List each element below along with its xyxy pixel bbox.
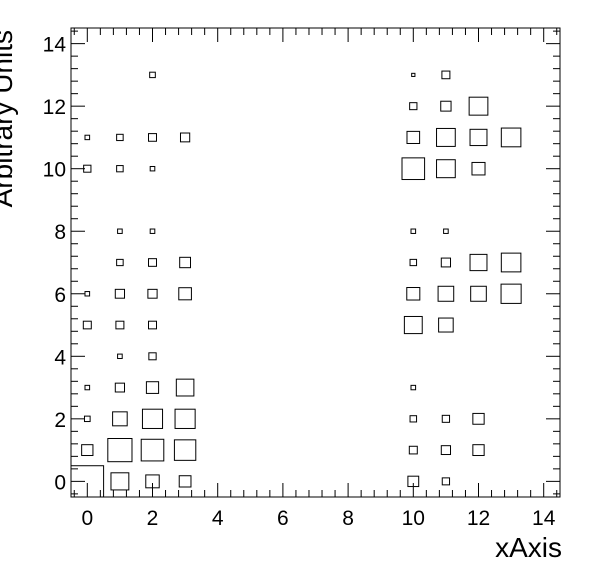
- y-tick-label: 12: [43, 96, 66, 119]
- data-box: [84, 291, 91, 297]
- data-box: [406, 130, 421, 144]
- data-box: [440, 257, 452, 268]
- data-box: [179, 132, 191, 143]
- data-box: [441, 477, 451, 486]
- data-box: [409, 415, 418, 423]
- axis-ticks: [71, 28, 560, 497]
- data-box: [409, 258, 418, 267]
- data-box: [469, 128, 488, 147]
- x-tick-label: 10: [402, 507, 425, 530]
- data-box: [500, 252, 522, 273]
- data-box: [115, 320, 125, 330]
- plot-frame: [70, 27, 561, 498]
- data-box: [178, 475, 192, 488]
- data-box: [471, 161, 486, 176]
- data-box: [147, 288, 158, 299]
- data-box: [141, 408, 164, 429]
- data-box: [437, 285, 455, 302]
- data-box: [469, 253, 488, 272]
- data-box: [443, 228, 449, 234]
- x-tick-label: 8: [342, 507, 354, 530]
- data-box: [173, 439, 197, 461]
- x-axis-title: xAxis: [495, 532, 562, 563]
- data-box: [148, 352, 157, 361]
- data-box: [436, 159, 456, 179]
- x-tick-label: 12: [467, 507, 490, 530]
- data-box: [472, 412, 485, 425]
- data-box: [112, 411, 128, 427]
- x-tick-label: 4: [212, 507, 224, 530]
- data-boxes: [70, 70, 522, 498]
- data-box: [117, 228, 123, 234]
- data-box: [436, 127, 456, 147]
- x-tick-labels: 0 2 4 6 8 10 12 14: [81, 507, 555, 530]
- data-box: [438, 317, 454, 333]
- data-box: [82, 320, 92, 330]
- data-box: [149, 71, 156, 79]
- y-tick-label: 10: [43, 159, 66, 182]
- data-box: [114, 288, 126, 299]
- data-box: [83, 415, 91, 423]
- data-box: [440, 100, 452, 112]
- data-box: [116, 258, 124, 267]
- x-tick-label: 2: [147, 507, 159, 530]
- data-box: [179, 256, 192, 269]
- data-box: [472, 444, 485, 457]
- data-box: [81, 444, 94, 457]
- data-box: [468, 96, 489, 116]
- data-box: [500, 127, 522, 148]
- y-tick-label: 0: [54, 471, 66, 494]
- data-box: [174, 408, 196, 429]
- data-box: [117, 353, 123, 360]
- data-box: [411, 72, 416, 77]
- data-box: [116, 133, 124, 142]
- data-box: [145, 381, 160, 394]
- data-box: [148, 133, 157, 142]
- data-box: [175, 378, 195, 397]
- data-box: [84, 134, 91, 141]
- data-box: [401, 157, 426, 181]
- x-tick-label: 0: [81, 507, 93, 530]
- data-box: [470, 285, 487, 302]
- data-box: [409, 102, 418, 111]
- data-box: [149, 228, 156, 234]
- data-box: [441, 70, 451, 80]
- y-axis-title: Arbitrary Units: [0, 30, 18, 207]
- data-box: [410, 384, 417, 391]
- data-box: [116, 165, 124, 173]
- data-box: [410, 228, 417, 234]
- data-box: [114, 382, 126, 393]
- x-tick-label: 6: [277, 507, 289, 530]
- y-tick-label: 8: [54, 221, 66, 244]
- data-box: [500, 283, 522, 304]
- data-box: [107, 438, 133, 463]
- data-box: [406, 287, 421, 301]
- data-box: [148, 320, 157, 330]
- y-tick-labels: 0 2 4 6 8 10 12 14: [43, 34, 67, 495]
- data-box: [149, 165, 156, 172]
- y-tick-label: 4: [54, 346, 66, 369]
- data-box: [441, 414, 451, 423]
- data-box: [403, 315, 423, 335]
- y-tick-label: 6: [54, 284, 66, 307]
- data-box: [178, 287, 192, 301]
- data-box: [140, 438, 165, 462]
- y-tick-label: 2: [54, 409, 66, 432]
- data-box: [110, 472, 130, 491]
- data-box: [440, 445, 452, 456]
- x-tick-label: 14: [532, 507, 556, 530]
- data-box: [408, 445, 418, 455]
- data-box: [84, 384, 91, 391]
- data-box: [148, 258, 157, 267]
- y-tick-label: 14: [43, 34, 67, 57]
